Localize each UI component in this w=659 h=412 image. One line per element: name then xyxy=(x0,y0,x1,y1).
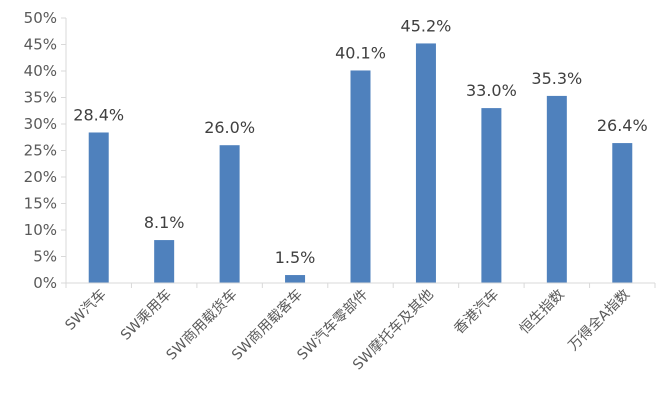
y-tick-label: 20% xyxy=(24,168,57,186)
data-label: 28.4% xyxy=(73,105,124,124)
bar xyxy=(612,143,633,283)
data-label: 33.0% xyxy=(466,81,517,100)
category-label: SW乘用车 xyxy=(117,286,175,344)
bar xyxy=(154,240,175,283)
data-label: 35.3% xyxy=(531,69,582,88)
bars xyxy=(88,43,633,283)
data-label: 26.0% xyxy=(204,118,255,137)
y-tick-label: 45% xyxy=(24,36,57,54)
y-tick-label: 5% xyxy=(33,248,57,266)
bar xyxy=(88,132,109,283)
data-labels: 28.4% 8.1% 26.0% 1.5% 40.1% 45.2% 33.0% 35.3% 26… xyxy=(73,16,647,267)
y-tick-label: 35% xyxy=(24,89,57,107)
bar xyxy=(285,275,306,283)
y-tick-label: 15% xyxy=(24,195,57,213)
y-tick-label: 40% xyxy=(24,62,57,80)
bar xyxy=(350,70,371,283)
y-tick-label: 10% xyxy=(24,221,57,239)
category-label: 万得全A指数 xyxy=(565,286,633,354)
bar xyxy=(481,108,502,283)
bar xyxy=(546,95,567,283)
category-label: 恒生指数 xyxy=(517,287,568,338)
y-tick-label: 30% xyxy=(24,115,57,133)
category-label: 香港汽车 xyxy=(451,286,503,338)
category-label: SW汽车 xyxy=(62,286,110,334)
y-axis: 0% 5% 10% 15% 20% 25% 30% 35% 40% 45% 50% xyxy=(24,9,67,292)
data-label: 1.5% xyxy=(275,248,316,267)
data-label: 40.1% xyxy=(335,43,386,62)
data-label: 8.1% xyxy=(144,213,185,232)
y-tick-label: 50% xyxy=(24,9,57,27)
y-tick-label: 25% xyxy=(24,142,57,160)
y-tick-label: 0% xyxy=(33,274,57,292)
data-label: 45.2% xyxy=(401,16,452,35)
data-label: 26.4% xyxy=(597,116,648,135)
bar xyxy=(219,145,240,283)
bar xyxy=(415,43,436,283)
